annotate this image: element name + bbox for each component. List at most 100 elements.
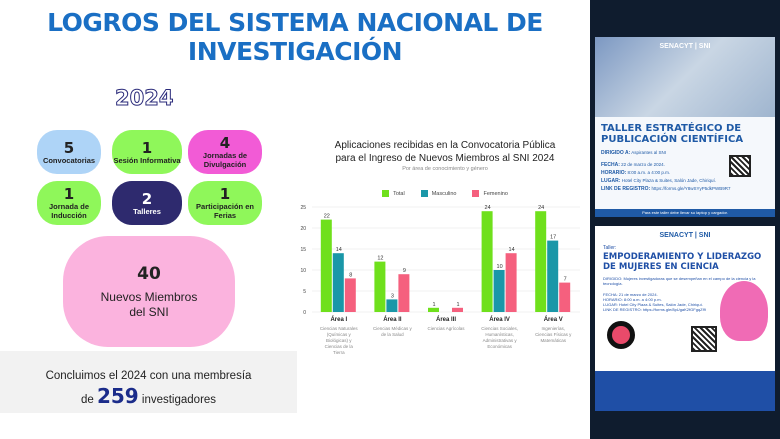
stat-value: 1 — [219, 185, 231, 203]
chart-title: Aplicaciones recibidas en la Convocatori… — [334, 140, 556, 164]
stat-card: 2 Talleres — [112, 181, 182, 225]
svg-text:9: 9 — [403, 268, 406, 274]
legend-item: Masculino — [420, 190, 456, 197]
stat-card: 1 Sesión Informativa — [112, 130, 182, 174]
bar — [493, 270, 505, 312]
svg-text:24: 24 — [485, 205, 491, 211]
bar — [452, 307, 463, 312]
svg-text:Ingenierías,: Ingenierías, — [541, 326, 565, 331]
svg-text:Área IV: Área IV — [489, 316, 510, 323]
svg-text:24: 24 — [538, 205, 544, 211]
svg-text:Tierra: Tierra — [333, 350, 345, 355]
poster1-footer: Para este taller debe llevar su laptop y… — [595, 209, 775, 217]
poster2-footer-band — [595, 371, 775, 411]
svg-text:(Químicas y: (Químicas y — [327, 332, 352, 337]
title-line-1: LOGROS DEL SISTEMA NACIONAL DE — [47, 8, 543, 37]
legend-swatch — [420, 190, 428, 197]
svg-text:1: 1 — [456, 302, 459, 308]
stat-card: 1 Participación en Ferias — [188, 181, 262, 225]
new-members-card: 40 Nuevos Miembros del SNI — [63, 236, 235, 347]
svg-text:25: 25 — [300, 205, 306, 211]
legend-item: Femenino — [472, 190, 508, 197]
svg-text:Humanísticas,: Humanísticas, — [485, 332, 514, 337]
svg-text:3: 3 — [391, 293, 394, 299]
svg-text:Administrativas y: Administrativas y — [483, 338, 518, 343]
svg-text:Ciencias Sociales,: Ciencias Sociales, — [481, 326, 518, 331]
svg-text:12: 12 — [377, 256, 383, 262]
bar — [344, 278, 356, 312]
chart-legend: Total Masculino Femenino — [300, 190, 590, 197]
bar — [535, 211, 547, 312]
bar — [398, 274, 410, 312]
bar — [332, 253, 344, 312]
svg-text:Área II: Área II — [383, 316, 402, 323]
new-members-value: 40 — [137, 263, 161, 284]
svg-text:5: 5 — [303, 289, 306, 295]
bar — [320, 219, 332, 312]
svg-text:20: 20 — [300, 226, 306, 232]
stat-card: 1 Jornada de Inducción — [37, 181, 101, 225]
svg-text:de la Salud: de la Salud — [381, 332, 404, 337]
stat-label: Convocatorias — [42, 155, 96, 165]
svg-text:Ciencias Agrícolas: Ciencias Agrícolas — [427, 326, 465, 331]
title-line-2: INVESTIGACIÓN — [187, 37, 403, 66]
summary-line-2: de 259 investigadores — [80, 384, 217, 408]
svg-text:Biológicas) y: Biológicas) y — [326, 338, 352, 343]
svg-text:Área V: Área V — [544, 316, 563, 323]
bar — [428, 307, 439, 312]
stat-value: 1 — [141, 138, 153, 157]
svg-text:Área III: Área III — [436, 316, 456, 323]
qr-code-icon — [729, 155, 751, 177]
poster-publicacion-cientifica[interactable]: SENACYT | SNI TALLER ESTRATÉGICO DE PUBL… — [595, 37, 775, 217]
main-slide: LOGROS DEL SISTEMA NACIONAL DE INVESTIGA… — [0, 8, 590, 413]
poster2-title: EMPODERAMIENTO Y LIDERAZGO DE MUJERES EN… — [603, 252, 762, 272]
stat-label: Jornadas de Divulgación — [202, 151, 248, 169]
girl-illustration-icon — [607, 321, 635, 349]
bar — [374, 261, 386, 312]
new-members-label: Nuevos Miembros del SNI — [100, 289, 198, 319]
svg-text:Ciencias Naturales: Ciencias Naturales — [320, 326, 359, 331]
svg-text:15: 15 — [300, 247, 306, 253]
svg-text:0: 0 — [303, 310, 306, 316]
page-title: LOGROS DEL SISTEMA NACIONAL DE INVESTIGA… — [0, 8, 590, 66]
stat-value: 1 — [63, 185, 75, 203]
stat-label: Sesión Informativa — [113, 155, 181, 165]
bar — [559, 282, 571, 312]
svg-text:17: 17 — [550, 235, 556, 241]
qr-code-icon — [691, 326, 717, 352]
svg-text:22: 22 — [324, 214, 330, 220]
svg-text:Ciencias Médicas y: Ciencias Médicas y — [373, 326, 413, 331]
sponsor-logos: SENACYT | SNI — [659, 43, 711, 50]
svg-text:Área I: Área I — [330, 316, 347, 323]
stat-label: Talleres — [133, 206, 161, 216]
svg-text:10: 10 — [300, 268, 306, 274]
legend-item: Total — [382, 190, 405, 197]
legend-swatch — [472, 190, 480, 197]
svg-text:Económicas: Económicas — [487, 344, 512, 349]
woman-illustration-icon — [720, 281, 768, 341]
poster1-body: TALLER ESTRATÉGICO DE PUBLICACIÓN CIENTÍ… — [595, 117, 775, 209]
stat-card: 5 Convocatorias — [37, 130, 101, 174]
svg-text:Matemáticas: Matemáticas — [540, 338, 566, 343]
poster-empoderamiento-mujeres[interactable]: SENACYT | SNI Taller: EMPODERAMIENTO Y L… — [595, 226, 775, 411]
svg-text:8: 8 — [349, 272, 352, 278]
stat-value: 4 — [219, 134, 231, 152]
svg-text:Ciencias de la: Ciencias de la — [325, 344, 354, 349]
bar-chart-plot: 0 5 10 15 20 25 22 14 8 Área I Ciencias Naturales(… — [300, 205, 580, 355]
svg-text:Ciencias Físicas y: Ciencias Físicas y — [535, 332, 572, 337]
stat-value: 5 — [63, 138, 75, 157]
bar — [505, 253, 517, 312]
bar — [386, 299, 398, 312]
stat-value: 2 — [141, 189, 153, 208]
legend-swatch — [382, 190, 390, 197]
year-label: 2024 — [114, 86, 174, 111]
hands-writing-image: SENACYT | SNI — [595, 37, 775, 117]
membership-count: 259 — [96, 384, 139, 408]
poster1-title: TALLER ESTRATÉGICO DE PUBLICACIÓN CIENTÍ… — [601, 123, 744, 145]
svg-text:10: 10 — [497, 264, 503, 270]
stat-card: 4 Jornadas de Divulgación — [188, 130, 262, 174]
stat-label: Jornada de Inducción — [48, 202, 89, 220]
svg-text:7: 7 — [564, 277, 567, 283]
summary-line-1: Concluimos el 2024 con una membresía — [45, 370, 252, 382]
svg-text:14: 14 — [336, 247, 342, 253]
